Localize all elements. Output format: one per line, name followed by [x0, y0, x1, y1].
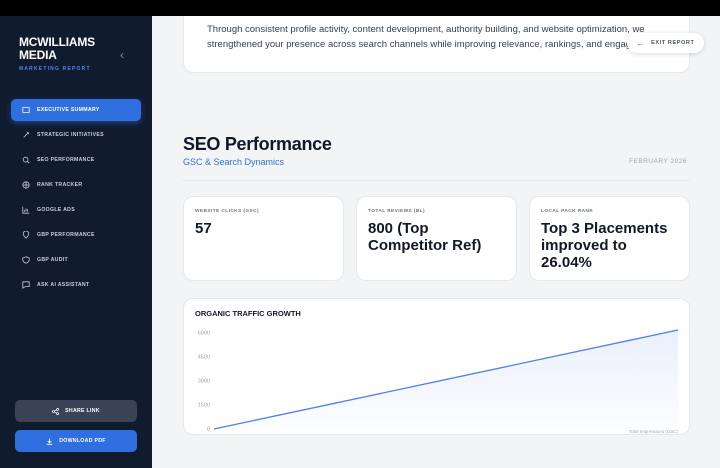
icon-path	[23, 132, 29, 138]
icon-path	[22, 107, 30, 113]
nav-icon	[22, 281, 30, 289]
metric-value: 57	[195, 220, 212, 237]
nav-label: GBP AUDIT	[37, 257, 68, 263]
collapse-button[interactable]: ‹	[120, 48, 124, 62]
nav-item[interactable]: GBP AUDIT	[11, 249, 141, 271]
nav-item[interactable]: ASK AI ASSISTANT	[11, 274, 141, 296]
download-button[interactable]: DOWNLOAD PDF	[15, 430, 137, 452]
nav-label: RANK TRACKER	[37, 182, 83, 188]
metric-label: LOCAL PACK RANK	[541, 209, 594, 214]
exit-button[interactable]: ← EXIT REPORT	[627, 33, 704, 53]
metric-card: WEBSITE CLICKS (GSC) 57	[183, 196, 344, 281]
line	[213, 329, 679, 430]
nav-label: ASK AI ASSISTANT	[37, 282, 90, 288]
metric-label: TOTAL REVIEWS (BL)	[368, 209, 426, 214]
exit-label: EXIT REPORT	[651, 40, 695, 46]
nav-item[interactable]: RANK TRACKER	[11, 174, 141, 196]
nav-item[interactable]: SEO PERFORMANCE	[11, 149, 141, 171]
y-tick-label: 3000	[198, 379, 210, 385]
nav-icon	[22, 181, 30, 189]
icon-path	[22, 256, 30, 264]
y-tick-label: 1500	[198, 403, 210, 409]
chart-title: ORGANIC TRAFFIC GROWTH	[195, 309, 301, 318]
icon-path	[22, 181, 30, 189]
metric-value: 800 (Top Competitor Ref)	[368, 220, 482, 254]
brand: MCWILLIAMS MEDIA	[19, 35, 95, 62]
brand-subtitle: MARKETING REPORT	[19, 66, 91, 72]
section-date: FEBRUARY 2026	[629, 158, 687, 165]
icon-path	[22, 281, 30, 289]
icon-path	[22, 156, 30, 164]
nav-icon	[23, 132, 29, 138]
share-label: SHARE LINK	[65, 408, 100, 414]
nav-icon	[22, 256, 30, 264]
nav-label: EXECUTIVE SUMMARY	[37, 107, 100, 113]
share-icon	[52, 407, 60, 415]
nav-label: GBP PERFORMANCE	[37, 232, 95, 238]
section-title: SEO Performance	[183, 134, 332, 154]
metric-label: WEBSITE CLICKS (GSC)	[195, 209, 259, 214]
nav-item[interactable]: GBP PERFORMANCE	[11, 224, 141, 246]
chart: ORGANIC TRAFFIC GROWTH 0 1500 3000 4500 6000…	[195, 309, 679, 434]
nav-item[interactable]: EXECUTIVE SUMMARY	[11, 99, 141, 121]
series-name: Total Impressions (GSC)	[629, 429, 679, 434]
nav-label: SEO PERFORMANCE	[37, 157, 95, 163]
nav-item[interactable]: GOOGLE ADS	[11, 199, 141, 221]
divider	[183, 180, 690, 181]
icon-path	[22, 206, 30, 214]
y-tick-label: 6000	[198, 331, 210, 337]
chart-card: ORGANIC TRAFFIC GROWTH 0 1500 3000 4500 6000…	[183, 298, 690, 435]
top-bar	[0, 0, 720, 16]
download-label: DOWNLOAD PDF	[59, 438, 106, 444]
nav-item[interactable]: STRATEGIC INITIATIVES	[11, 124, 141, 146]
nav-icon	[22, 206, 30, 214]
nav-icon	[22, 156, 30, 164]
download-icon	[46, 438, 53, 445]
sidebar: MCWILLIAMS MEDIA MARKETING REPORT ‹ SHAR…	[0, 0, 152, 468]
section-subtitle: GSC & Search Dynamics	[183, 157, 285, 167]
metric-card: TOTAL REVIEWS (BL) 800 (Top Competitor Re…	[356, 196, 517, 281]
y-tick-label: 0	[207, 426, 210, 432]
nav-icon	[22, 107, 30, 113]
share-button[interactable]: SHARE LINK	[15, 400, 137, 422]
metric-card: LOCAL PACK RANK Top 3 Placements improved…	[529, 196, 690, 281]
nav-label: STRATEGIC INITIATIVES	[37, 132, 104, 138]
y-tick-label: 4500	[198, 355, 210, 361]
intro-line: strengthened your presence across search…	[207, 39, 645, 50]
intro-line: Through consistent profile activity, con…	[207, 24, 645, 35]
nav-label: GOOGLE ADS	[37, 207, 75, 213]
nav-icon	[22, 231, 30, 239]
icon-path	[22, 231, 30, 239]
metric-value: Top 3 Placements improved to 26.04%	[541, 220, 668, 271]
